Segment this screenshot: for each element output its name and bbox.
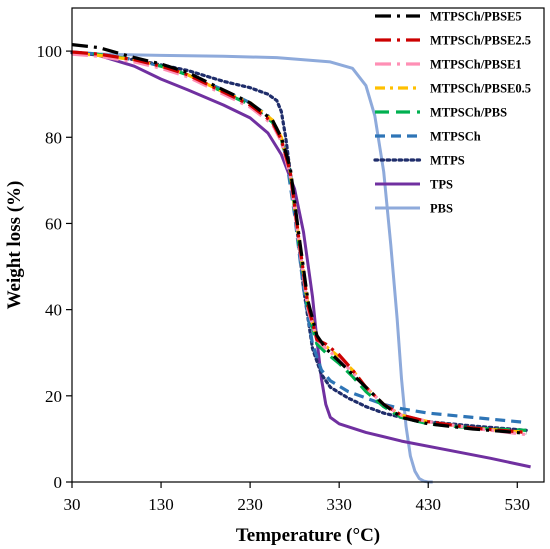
series-line-tps — [71, 50, 531, 469]
series-line-mtpsch-pbse5 — [71, 43, 527, 435]
y-tick-label: 40 — [45, 301, 62, 320]
x-tick-label: 430 — [415, 495, 441, 514]
y-tick-label: 20 — [45, 387, 62, 406]
plot-frame — [71, 7, 545, 483]
legend-label: MTPSCh/PBSE0.5 — [430, 82, 531, 96]
legend-label: PBS — [430, 202, 453, 216]
legend: MTPSCh/PBSE5 MTPSCh/PBSE2.5 MTPSCh/PBSE1 MT… — [373, 10, 531, 216]
x-tick-label: 130 — [148, 495, 174, 514]
x-tick-label: 330 — [326, 495, 352, 514]
legend-label: MTPSCh/PBSE5 — [430, 10, 522, 24]
axes: 30 130 230 330 430 530 0 20 40 60 80 100 — [37, 7, 545, 514]
series-line-pbs — [71, 51, 433, 484]
x-tick-label: 30 — [64, 495, 81, 514]
y-tick-label: 0 — [54, 473, 63, 492]
series-line-mtpsch-pbse2-5 — [71, 50, 527, 434]
legend-label: MTPSCh — [430, 130, 481, 144]
y-tick-label: 80 — [45, 128, 62, 147]
legend-label: MTPSCh/PBS — [430, 106, 507, 120]
legend-label: TPS — [430, 178, 453, 192]
y-tick-label: 100 — [37, 42, 63, 61]
x-tick-label: 230 — [237, 495, 263, 514]
x-tick-label: 530 — [505, 495, 531, 514]
y-tick-label: 60 — [45, 214, 62, 233]
legend-label: MTPSCh/PBSE2.5 — [430, 34, 531, 48]
x-axis-title: Temperature (°C) — [236, 525, 380, 546]
y-axis-title: Weight loss (%) — [4, 181, 25, 310]
plot-area — [70, 43, 531, 484]
legend-label: MTPSCh/PBSE1 — [430, 58, 522, 72]
legend-label: MTPS — [430, 154, 465, 168]
